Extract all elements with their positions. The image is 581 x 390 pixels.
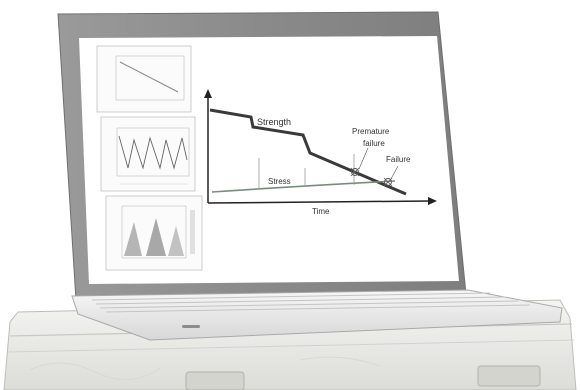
keyboard bbox=[91, 292, 531, 313]
failure-marker bbox=[383, 177, 393, 187]
x-axis bbox=[207, 200, 431, 204]
stress-line bbox=[211, 180, 396, 193]
laptop-base bbox=[71, 289, 563, 341]
premature-failure-marker bbox=[350, 167, 360, 177]
main-chart: Strength Stress Premature failure Failur… bbox=[204, 89, 437, 216]
premature-label-line2: failure bbox=[363, 139, 385, 148]
case-latch-right bbox=[477, 365, 541, 387]
stress-label: Stress bbox=[268, 177, 291, 186]
x-axis-arrow bbox=[428, 197, 437, 205]
failure-label: Failure bbox=[386, 155, 411, 164]
thumbnail-panel-1 bbox=[96, 45, 192, 113]
strength-label: Strength bbox=[257, 117, 291, 127]
x-axis-label: Time bbox=[312, 207, 330, 216]
thumbnail-panel-2 bbox=[100, 116, 196, 192]
y-axis-arrow bbox=[204, 89, 212, 98]
thumbnail-panel-3 bbox=[105, 195, 203, 271]
status-led bbox=[182, 325, 200, 328]
strength-line bbox=[209, 108, 407, 196]
case-latch-left bbox=[185, 371, 245, 390]
premature-label-line1: Premature bbox=[352, 127, 390, 136]
